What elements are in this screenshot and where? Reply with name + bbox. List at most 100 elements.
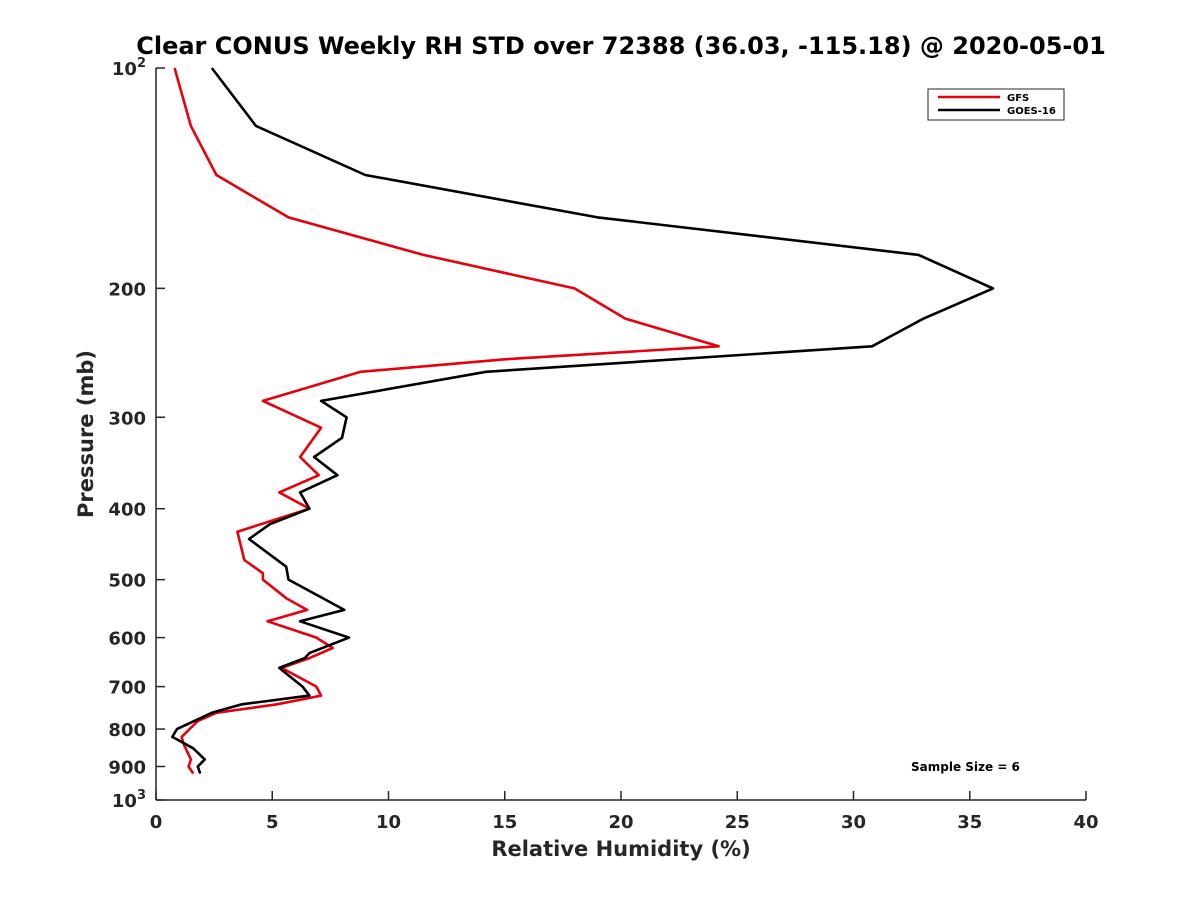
x-axis-label: Relative Humidity (%) — [491, 837, 750, 861]
data-point-gfs — [285, 597, 287, 599]
data-point-gfs — [504, 358, 506, 360]
data-point-gfs — [267, 620, 269, 622]
data-point-goes16 — [299, 620, 301, 622]
x-tick-label: 15 — [492, 812, 517, 833]
data-point-gfs — [174, 67, 176, 69]
x-ticks: 0 5 10 15 20 25 30 35 40 — [150, 791, 1099, 833]
data-point-goes16 — [171, 736, 173, 738]
data-point-gfs — [318, 474, 320, 476]
data-point-goes16 — [313, 456, 315, 458]
legend-label-gfs: GFS — [1007, 93, 1029, 104]
data-point-goes16 — [204, 758, 206, 760]
data-point-gfs — [243, 559, 245, 561]
y-axis-label: Pressure (mb) — [74, 350, 98, 518]
y-ticks: 102 200 300 400 500 600 700 800 900 103 — [108, 56, 165, 812]
chart-title: Clear CONUS Weekly RH STD over 72388 (36… — [136, 32, 1106, 60]
y-tick-label: 300 — [108, 408, 146, 429]
data-point-gfs — [320, 695, 322, 697]
y-tick-label: 800 — [108, 720, 146, 741]
data-point-goes16 — [304, 657, 306, 659]
legend: GFS GOES-16 — [927, 88, 1065, 121]
data-point-gfs — [315, 637, 317, 639]
data-point-goes16 — [255, 125, 257, 127]
data-point-gfs — [215, 174, 217, 176]
x-tick-label: 40 — [1073, 812, 1098, 833]
x-tick-label: 5 — [266, 812, 279, 833]
data-point-goes16 — [871, 345, 873, 347]
data-point-goes16 — [992, 287, 994, 289]
data-point-gfs — [308, 657, 310, 659]
data-point-gfs — [320, 427, 322, 429]
x-tick-label: 20 — [608, 812, 633, 833]
data-point-gfs — [262, 400, 264, 402]
data-point-goes16 — [346, 416, 348, 418]
y-tick-label: 500 — [108, 571, 146, 592]
data-point-goes16 — [197, 766, 199, 768]
data-point-gfs — [574, 287, 576, 289]
data-point-gfs — [306, 609, 308, 611]
data-point-gfs — [278, 491, 280, 493]
data-point-goes16 — [485, 371, 487, 373]
x-tick-label: 30 — [841, 812, 866, 833]
data-point-gfs — [288, 216, 290, 218]
data-point-gfs — [236, 531, 238, 533]
data-point-goes16 — [192, 747, 194, 749]
x-tick-label: 0 — [150, 812, 163, 833]
y-tick-label: 102 — [112, 56, 146, 80]
data-point-goes16 — [278, 667, 280, 669]
sample-size-annotation: Sample Size = 6 — [911, 760, 1020, 774]
y-tick-label: 900 — [108, 758, 146, 779]
data-point-goes16 — [288, 579, 290, 581]
x-tick-label: 10 — [376, 812, 401, 833]
data-point-gfs — [299, 456, 301, 458]
data-point-goes16 — [211, 712, 213, 714]
y-tick-label: 400 — [108, 500, 146, 521]
data-point-gfs — [625, 318, 627, 320]
data-point-gfs — [422, 254, 424, 256]
data-point-goes16 — [308, 695, 310, 697]
data-point-goes16 — [176, 728, 178, 730]
data-point-gfs — [190, 758, 192, 760]
data-point-goes16 — [341, 437, 343, 439]
data-point-goes16 — [918, 254, 920, 256]
data-point-goes16 — [343, 609, 345, 611]
data-point-gfs — [188, 766, 190, 768]
data-point-goes16 — [364, 174, 366, 176]
legend-label-goes16: GOES-16 — [1007, 106, 1056, 117]
data-point-goes16 — [211, 67, 213, 69]
data-point-gfs — [360, 371, 362, 373]
data-point-goes16 — [302, 686, 304, 688]
data-point-gfs — [190, 125, 192, 127]
data-point-goes16 — [299, 491, 301, 493]
series-line-goes16 — [171, 67, 995, 774]
y-tick-label: 600 — [108, 629, 146, 650]
data-point-goes16 — [248, 538, 250, 540]
y-tick-label: 700 — [108, 678, 146, 699]
data-point-goes16 — [922, 318, 924, 320]
data-point-goes16 — [320, 400, 322, 402]
data-point-gfs — [718, 345, 720, 347]
data-point-gfs — [262, 579, 264, 581]
y-tick-label: 200 — [108, 279, 146, 300]
data-point-goes16 — [348, 637, 350, 639]
data-point-gfs — [276, 703, 278, 705]
data-point-gfs — [332, 647, 334, 649]
data-point-goes16 — [597, 216, 599, 218]
legend-box — [927, 88, 1065, 121]
data-point-goes16 — [336, 474, 338, 476]
data-point-gfs — [181, 736, 183, 738]
data-point-goes16 — [269, 523, 271, 525]
data-point-goes16 — [285, 566, 287, 568]
x-tick-label: 35 — [957, 812, 982, 833]
data-point-goes16 — [308, 652, 310, 654]
data-point-goes16 — [241, 703, 243, 705]
series-layer — [171, 67, 995, 775]
data-point-gfs — [192, 773, 194, 775]
data-point-goes16 — [308, 508, 310, 510]
data-point-gfs — [315, 686, 317, 688]
y-tick-label: 103 — [112, 788, 146, 812]
data-point-gfs — [262, 572, 264, 574]
plot-area — [156, 68, 1086, 800]
